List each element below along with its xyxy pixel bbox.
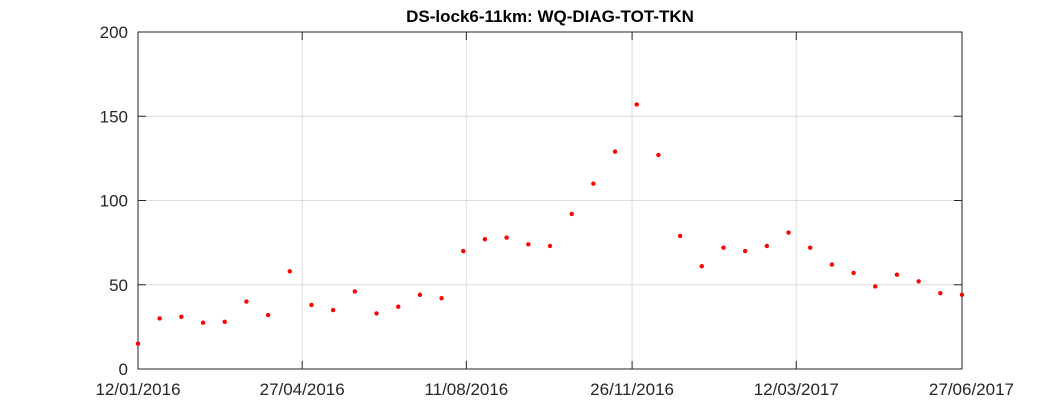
- data-point: [461, 248, 466, 254]
- data-point: [244, 299, 249, 304]
- data-point: [959, 292, 965, 298]
- data-point: [938, 290, 943, 296]
- y-tick-label: 0: [119, 360, 128, 379]
- x-tick-label: 12/03/2017: [754, 380, 839, 399]
- data-point: [504, 235, 509, 240]
- data-point: [786, 230, 791, 235]
- data-point: [374, 311, 379, 316]
- axis-ticks: 0 50 100 150 200 12/01/2016 27/04/2016 11/08/20…: [95, 23, 1014, 399]
- data-point: [808, 245, 813, 250]
- y-tick-label: 200: [100, 23, 128, 42]
- data-point: [179, 314, 184, 319]
- data-point: [721, 245, 726, 250]
- data-point: [591, 181, 596, 186]
- data-point: [742, 248, 748, 254]
- data-point: [265, 312, 271, 318]
- y-tick-label: 50: [109, 276, 128, 295]
- y-tick-label: 150: [100, 107, 128, 126]
- data-point: [417, 292, 423, 298]
- data-point: [873, 284, 878, 289]
- data-point: [396, 304, 401, 309]
- y-tick-label: 100: [100, 192, 128, 211]
- x-tick-label: 27/06/2017: [929, 380, 1014, 399]
- data-point: [352, 289, 358, 294]
- data-point: [699, 264, 704, 269]
- data-point: [309, 302, 314, 308]
- data-point: [764, 243, 770, 249]
- data-point: [439, 296, 444, 301]
- data-point: [547, 243, 553, 249]
- data-point: [157, 316, 162, 321]
- data-point: [569, 211, 574, 217]
- data-point: [330, 307, 336, 313]
- x-tick-label: 12/01/2016: [95, 380, 180, 399]
- data-point: [526, 242, 531, 247]
- data-point: [612, 149, 618, 154]
- chart-title: DS-lock6-11km: WQ-DIAG-TOT-TKN: [406, 7, 694, 26]
- data-point: [916, 279, 921, 284]
- data-point: [829, 262, 835, 267]
- data-point: [634, 102, 639, 107]
- data-points: [135, 102, 965, 346]
- data-point: [894, 272, 900, 277]
- x-tick-label: 11/08/2016: [424, 380, 508, 399]
- data-point: [135, 341, 141, 346]
- data-point: [200, 320, 206, 325]
- data-point: [482, 237, 488, 242]
- grid-lines: [138, 32, 962, 369]
- data-point: [677, 233, 683, 239]
- data-point: [656, 152, 661, 158]
- data-point: [287, 269, 292, 274]
- data-point: [851, 270, 856, 276]
- x-tick-label: 27/04/2016: [260, 380, 345, 399]
- x-tick-label: 26/11/2016: [590, 380, 674, 399]
- data-point: [222, 319, 227, 325]
